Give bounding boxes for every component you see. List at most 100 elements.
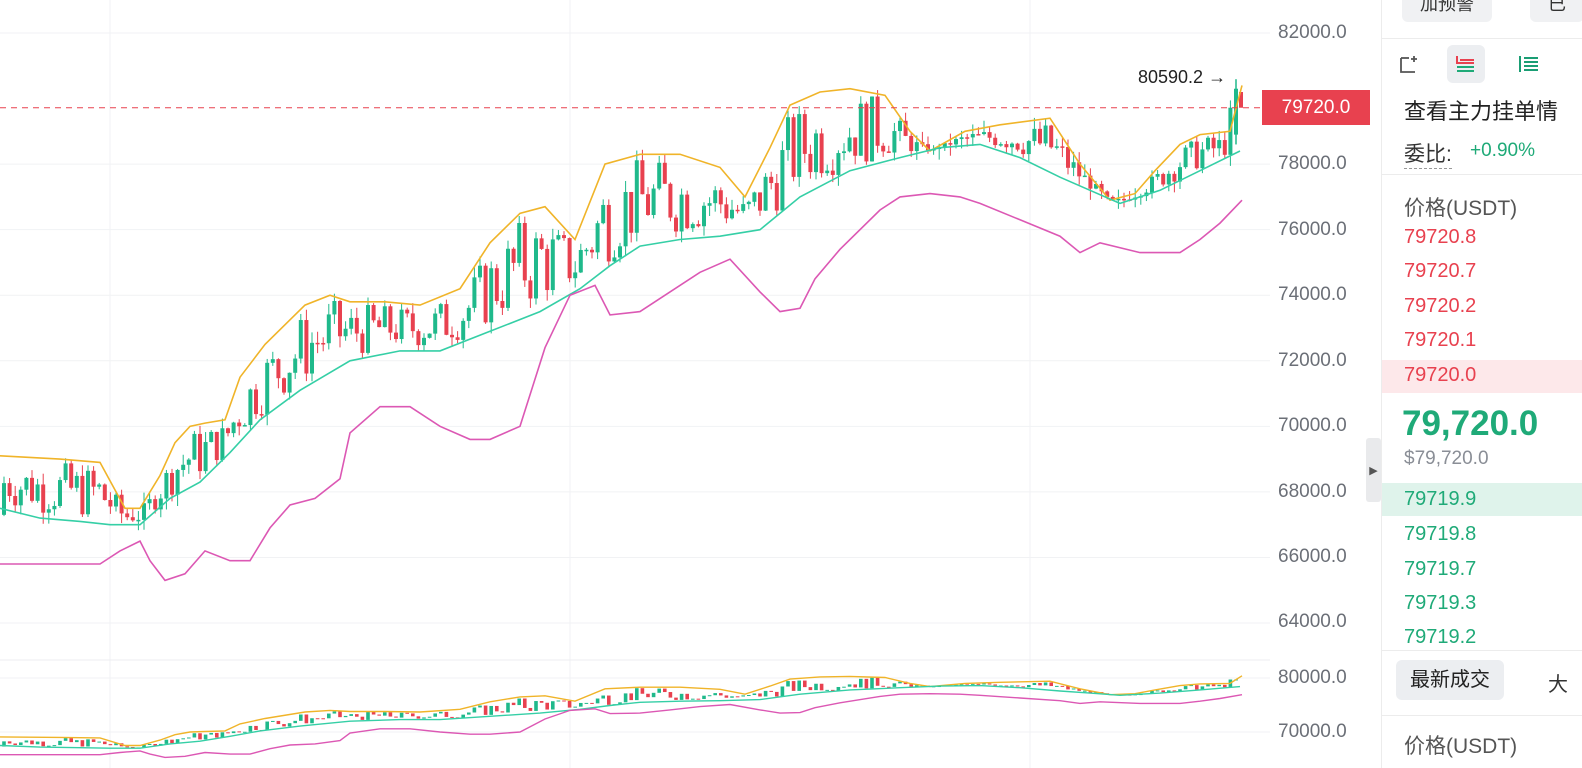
candle-body (556, 235, 561, 240)
bid-price[interactable]: 79719.9 (1404, 488, 1477, 510)
candle-body (741, 204, 746, 211)
candle-body (377, 320, 382, 328)
candle-body (522, 222, 527, 281)
candle-body (1161, 174, 1166, 185)
candle-body (847, 137, 852, 152)
y-tick: 70000.0 (1278, 415, 1347, 436)
candle-body (80, 475, 85, 515)
volume-candle (551, 701, 555, 710)
candle-body (679, 194, 684, 232)
chart-canvas[interactable] (0, 0, 1270, 768)
volume-candle (483, 705, 488, 715)
orderbook-title[interactable]: 查看主力挂单情 (1404, 99, 1559, 124)
volume-candle (847, 684, 852, 687)
ask-price[interactable]: 79720.8 (1404, 226, 1477, 248)
secondary-top-button[interactable]: 已 (1530, 0, 1582, 22)
candle-body (203, 442, 208, 472)
bid-price[interactable]: 79719.3 (1404, 592, 1477, 614)
volume-candle (786, 681, 790, 687)
volume-candle (47, 745, 51, 747)
volume-candle (35, 741, 40, 745)
peak-price-label: 80590.2 → (1138, 67, 1227, 87)
candle-body (1105, 191, 1110, 197)
candle-body (298, 320, 303, 359)
volume-candle (276, 720, 281, 725)
candle-body (970, 134, 975, 138)
candle-body (528, 280, 533, 299)
view-split-icon[interactable] (1447, 45, 1485, 83)
candle-body (422, 337, 426, 346)
candle-body (136, 519, 141, 522)
volume-candle (338, 711, 342, 718)
candle-body (220, 428, 225, 461)
volume-candle (164, 739, 169, 744)
volume-candle (769, 690, 773, 692)
ask-highlight-row (1382, 360, 1582, 393)
candle-body (1049, 125, 1054, 148)
candle-body (1116, 198, 1121, 201)
candle-body (438, 304, 443, 314)
volume-candle (663, 688, 667, 693)
volume-candle (567, 700, 572, 708)
candle-body (668, 183, 673, 218)
bid-price[interactable]: 79719.8 (1404, 523, 1477, 545)
volume-candle (13, 743, 17, 746)
volume-candle (86, 739, 90, 747)
volume-candle (797, 680, 801, 691)
price-chart[interactable] (0, 0, 1270, 768)
candle-body (1004, 144, 1009, 148)
candle-body (147, 499, 152, 504)
volume-candle (719, 693, 723, 696)
candle-body (1155, 174, 1160, 177)
candle-body (254, 389, 258, 415)
add-alert-button[interactable]: 加预警 (1402, 0, 1492, 22)
bid-price[interactable]: 79719.7 (1404, 558, 1477, 580)
ask-price[interactable]: 79720.0 (1404, 364, 1477, 386)
volume-candle (299, 714, 303, 721)
volume-candle (892, 683, 897, 687)
volume-candle (831, 689, 835, 691)
volume-candle (63, 738, 68, 741)
candle-body (965, 137, 970, 139)
divider (1382, 38, 1582, 39)
candle-body (685, 194, 690, 229)
candle-body (584, 249, 589, 252)
candle-body (517, 222, 522, 263)
collapse-panel-handle[interactable]: ▶ (1366, 438, 1381, 502)
volume-candle (1032, 682, 1037, 686)
candle-body (903, 120, 908, 136)
volume-candle (315, 718, 320, 720)
candle-body (1054, 146, 1059, 148)
candle-body (478, 265, 482, 278)
candle-body (948, 143, 953, 145)
view-list-icon[interactable] (1510, 45, 1548, 83)
volume-candle (52, 745, 57, 747)
tab-latest-trades[interactable]: 最新成交 (1396, 660, 1504, 700)
volume-candle (75, 740, 79, 743)
ask-price[interactable]: 79720.2 (1404, 295, 1477, 317)
volume-candle (668, 692, 673, 698)
bid-price[interactable]: 79719.2 (1404, 626, 1477, 648)
candle-body (416, 331, 421, 346)
ask-price[interactable]: 79720.1 (1404, 329, 1477, 351)
candle-body (758, 192, 762, 211)
last-price: 79,720.0 (1402, 404, 1539, 443)
volume-candle (506, 702, 510, 713)
ask-price[interactable]: 79720.7 (1404, 260, 1477, 282)
volume-candle (511, 702, 516, 706)
tab-large-trades[interactable]: 大 (1548, 674, 1568, 696)
volume-candle (674, 697, 678, 700)
volume-candle (607, 695, 611, 705)
volume-candle (629, 693, 633, 701)
candle-body (321, 342, 326, 345)
candle-body (1010, 143, 1014, 148)
view-asks-icon[interactable] (1390, 45, 1428, 83)
price-column-header: 价格(USDT) (1404, 197, 1518, 220)
volume-candle (91, 739, 96, 742)
volume-candle (1004, 685, 1009, 687)
candle-body (1038, 128, 1042, 144)
candle-body (153, 499, 158, 510)
last-price-usd: $79,720.0 (1404, 448, 1489, 469)
candle-body (774, 183, 779, 211)
candle-body (108, 500, 113, 507)
